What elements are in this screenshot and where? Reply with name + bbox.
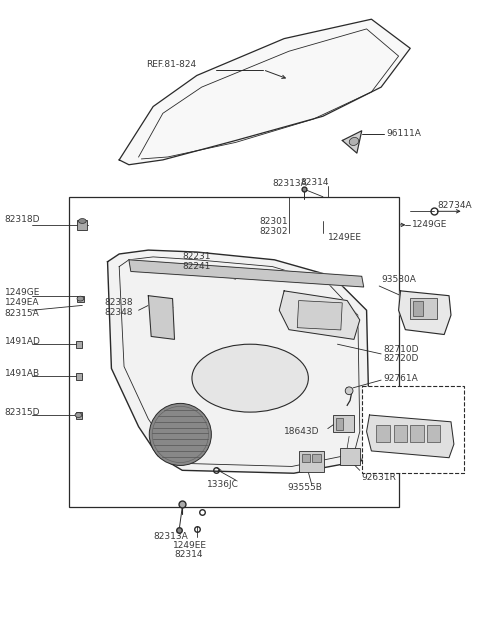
Polygon shape [129, 260, 364, 287]
Polygon shape [398, 291, 451, 334]
Text: 82710D: 82710D [383, 345, 419, 354]
Text: 82302: 82302 [259, 227, 288, 236]
Circle shape [149, 403, 211, 466]
Bar [75, 412, 83, 419]
Bar [410, 297, 437, 319]
Text: 92631L: 92631L [362, 463, 396, 472]
Text: 82301: 82301 [259, 217, 288, 225]
Bar [333, 415, 354, 433]
Text: 82315A: 82315A [5, 309, 39, 318]
Text: 82313A: 82313A [273, 178, 307, 188]
Text: 82348: 82348 [105, 308, 133, 317]
Text: 82338: 82338 [105, 298, 133, 307]
Polygon shape [279, 291, 360, 340]
Ellipse shape [77, 296, 84, 301]
Bar [410, 425, 424, 442]
Bar [77, 296, 84, 303]
Bar [75, 373, 83, 380]
Text: REF.81-824: REF.81-824 [146, 61, 196, 69]
Bar [75, 341, 83, 348]
Text: 93570B: 93570B [389, 404, 424, 413]
Bar [340, 448, 360, 466]
Text: 1249EE: 1249EE [328, 233, 362, 242]
Text: 1336JC: 1336JC [206, 480, 239, 489]
Bar [297, 301, 342, 330]
Circle shape [345, 387, 353, 395]
Text: 82720D: 82720D [383, 354, 419, 363]
Circle shape [152, 406, 208, 462]
Text: 18643D: 18643D [284, 427, 320, 436]
Ellipse shape [349, 138, 359, 145]
Bar [336, 418, 343, 429]
Text: 82314: 82314 [175, 550, 203, 559]
Text: 1491AD: 1491AD [5, 337, 41, 346]
Bar [394, 425, 408, 442]
Text: 93580A: 93580A [381, 275, 416, 283]
Bar [362, 386, 464, 473]
Bar [301, 454, 310, 462]
Polygon shape [148, 296, 175, 340]
Text: 96111A: 96111A [386, 129, 421, 138]
Text: 82314: 82314 [300, 178, 329, 187]
Text: 1491AB: 1491AB [5, 369, 40, 378]
Bar [413, 301, 423, 316]
Text: 82241: 82241 [182, 262, 211, 271]
Ellipse shape [192, 344, 308, 412]
Text: 82734A: 82734A [437, 201, 472, 210]
Text: 1249EA: 1249EA [5, 298, 39, 307]
Polygon shape [367, 415, 454, 458]
Bar [77, 220, 87, 230]
Text: 1249EE: 1249EE [172, 541, 206, 550]
Polygon shape [119, 19, 410, 165]
Bar [312, 454, 321, 462]
Ellipse shape [78, 218, 86, 224]
Polygon shape [108, 250, 370, 473]
Polygon shape [342, 131, 362, 153]
Ellipse shape [75, 413, 82, 417]
Text: 82318D: 82318D [5, 215, 40, 224]
Bar [376, 425, 390, 442]
Bar [299, 451, 324, 472]
Text: 82313A: 82313A [153, 532, 188, 541]
Bar [69, 197, 398, 507]
Text: 1249GE: 1249GE [412, 220, 447, 229]
Text: 1249GE: 1249GE [5, 289, 40, 297]
Bar [427, 425, 440, 442]
Text: 93555B: 93555B [287, 483, 322, 492]
Text: 82315D: 82315D [5, 408, 40, 417]
Text: 92761A: 92761A [383, 374, 418, 383]
Text: 82231: 82231 [182, 252, 211, 261]
Text: 92631R: 92631R [362, 473, 396, 482]
Text: (LH): (LH) [365, 388, 384, 397]
